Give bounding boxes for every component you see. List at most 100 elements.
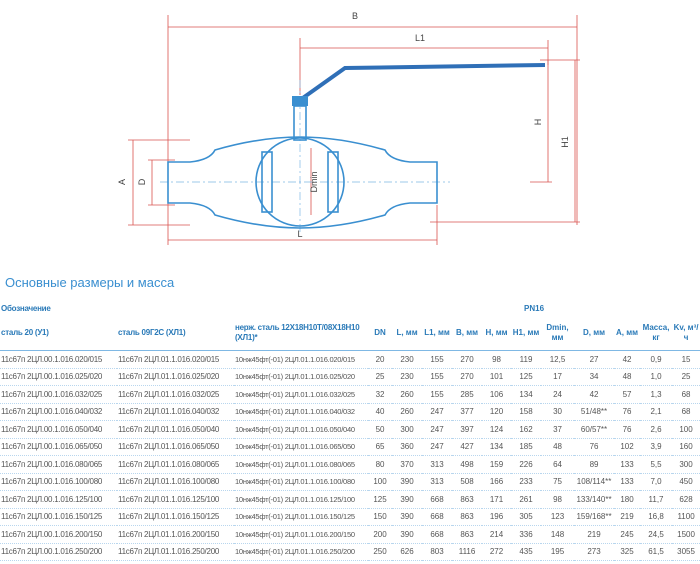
table-cell: 10нж45фт(-01) 2ЦЛ.01.1.016.100/080 [234, 473, 369, 491]
table-cell: 134 [482, 438, 512, 456]
table-cell: 200 [368, 525, 393, 544]
column-header: сталь 20 (У1) [0, 316, 117, 351]
table-cell: 124 [482, 420, 512, 439]
table-cell: 11с67п 2ЦЛ.01.1.016.020/015 [117, 350, 234, 369]
table-cell: 100 [368, 473, 393, 491]
table-cell: 42 [614, 350, 641, 369]
dimension-label: L1 [415, 33, 425, 43]
table-cell: 1,3 [640, 385, 673, 404]
table-cell: 166 [482, 473, 512, 491]
table-row: 11с67п 2ЦЛ.00.1.016.200/150 11с67п 2ЦЛ.01… [0, 525, 700, 544]
table-cell: 270 [452, 368, 483, 386]
table-row: 11с67п 2ЦЛ.00.1.016.125/100 11с67п 2ЦЛ.01… [0, 490, 700, 509]
column-header: B, мм [452, 316, 483, 351]
table-cell: 133 [614, 455, 641, 474]
table-cell: 272 [482, 543, 512, 561]
table-cell: 3055 [672, 543, 700, 561]
table-cell: 863 [452, 508, 483, 526]
table-cell: 61,5 [640, 543, 673, 561]
dimension-label: A [117, 179, 127, 185]
table-cell: 11с67п 2ЦЛ.01.1.016.200/150 [117, 525, 234, 544]
table-cell: 34 [574, 368, 615, 386]
table-cell: 390 [392, 508, 423, 526]
table-cell: 245 [614, 525, 641, 544]
table-cell: 10нж45фт(-01) 2ЦЛ.01.1.016.050/040 [234, 420, 369, 439]
table-cell: 1116 [452, 543, 483, 561]
table-cell: 10нж45фт(-01) 2ЦЛ.01.1.016.065/050 [234, 438, 369, 456]
column-header: нерж. сталь 12Х18Н10Т/08Х18Н10 (ХЛ1)* [234, 316, 369, 351]
table-cell: 10нж45фт(-01) 2ЦЛ.01.1.016.150/125 [234, 508, 369, 526]
table-cell: 300 [392, 420, 423, 439]
table-cell: 134 [511, 385, 542, 404]
table-cell: 171 [482, 490, 512, 509]
table-row: 11с67п 2ЦЛ.00.1.016.150/125 11с67п 2ЦЛ.01… [0, 508, 700, 526]
dimension-label: H1 [560, 136, 570, 148]
table-cell: 427 [452, 438, 483, 456]
table-cell: 377 [452, 403, 483, 421]
table-cell: 68 [672, 385, 700, 404]
table-cell: 76 [614, 403, 641, 421]
table-cell: 65 [368, 438, 393, 456]
table-cell: 11с67п 2ЦЛ.01.1.016.032/025 [117, 385, 234, 404]
column-header: D, мм [574, 316, 615, 351]
table-cell: 89 [574, 455, 615, 474]
table-cell: 24,5 [640, 525, 673, 544]
table-cell: 863 [452, 490, 483, 509]
group-header: Обозначение [1, 303, 51, 313]
table-row: 11с67п 2ЦЛ.00.1.016.032/025 11с67п 2ЦЛ.01… [0, 385, 700, 404]
table-cell: 803 [422, 543, 453, 561]
table-cell: 11с67п 2ЦЛ.01.1.016.080/065 [117, 455, 234, 474]
table-cell: 219 [574, 525, 615, 544]
table-cell: 260 [392, 385, 423, 404]
table-cell: 98 [541, 490, 575, 509]
table-cell: 185 [511, 438, 542, 456]
table-cell: 25 [368, 368, 393, 386]
table-cell: 250 [368, 543, 393, 561]
table-cell: 60/57** [574, 420, 615, 439]
table-cell: 0,9 [640, 350, 673, 369]
table-cell: 247 [422, 403, 453, 421]
table-cell: 3,9 [640, 438, 673, 456]
table-cell: 57 [614, 385, 641, 404]
table-cell: 214 [482, 525, 512, 544]
column-header: сталь 09Г2С (ХЛ1) [117, 316, 234, 351]
table-cell: 11с67п 2ЦЛ.01.1.016.025/020 [117, 368, 234, 386]
table-cell: 450 [672, 473, 700, 491]
table-cell: 32 [368, 385, 393, 404]
table-cell: 196 [482, 508, 512, 526]
table-cell: 285 [452, 385, 483, 404]
table-cell: 24 [541, 385, 575, 404]
table-cell: 51/48** [574, 403, 615, 421]
table-cell: 195 [541, 543, 575, 561]
table-cell: 11с67п 2ЦЛ.01.1.016.065/050 [117, 438, 234, 456]
table-row: 11с67п 2ЦЛ.00.1.016.065/050 11с67п 2ЦЛ.01… [0, 438, 700, 456]
table-cell: 11с67п 2ЦЛ.00.1.016.100/080 [0, 473, 117, 491]
table-cell: 508 [452, 473, 483, 491]
table-cell: 5,5 [640, 455, 673, 474]
table-cell: 360 [392, 438, 423, 456]
table-cell: 668 [422, 490, 453, 509]
table-cell: 102 [614, 438, 641, 456]
column-header: H, мм [482, 316, 512, 351]
table-cell: 37 [541, 420, 575, 439]
table-cell: 305 [511, 508, 542, 526]
table-cell: 155 [422, 368, 453, 386]
table-cell: 76 [614, 420, 641, 439]
table-cell: 30 [541, 403, 575, 421]
table-cell: 155 [422, 350, 453, 369]
table-cell: 260 [392, 403, 423, 421]
table-cell: 160 [672, 438, 700, 456]
table-cell: 180 [614, 490, 641, 509]
table-cell: 273 [574, 543, 615, 561]
table-cell: 325 [614, 543, 641, 561]
table-cell: 668 [422, 508, 453, 526]
valve-drawing: B L1 H H1 A D Dmin L [117, 11, 580, 245]
table-cell: 120 [482, 403, 512, 421]
table-cell: 247 [422, 438, 453, 456]
table-cell: 261 [511, 490, 542, 509]
table-cell: 80 [368, 455, 393, 474]
table-cell: 390 [392, 473, 423, 491]
table-cell: 155 [422, 385, 453, 404]
table-cell: 10нж45фт(-01) 2ЦЛ.01.1.016.250/200 [234, 543, 369, 561]
